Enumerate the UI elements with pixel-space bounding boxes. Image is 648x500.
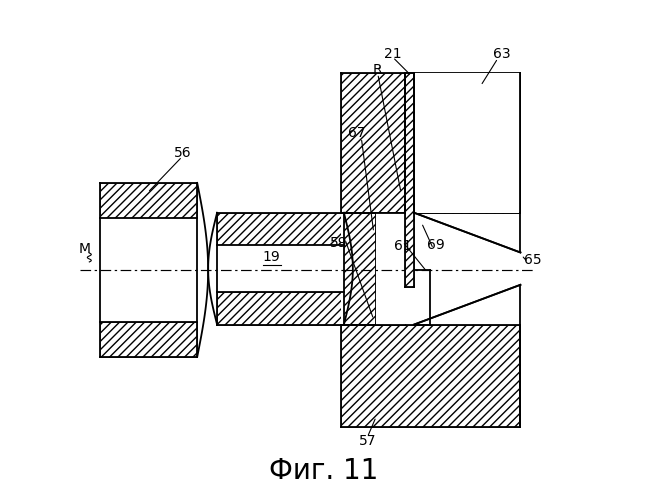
- Text: 56: 56: [174, 146, 191, 160]
- Polygon shape: [341, 74, 520, 212]
- Polygon shape: [341, 324, 520, 426]
- Text: 59: 59: [330, 236, 348, 250]
- Polygon shape: [100, 218, 197, 322]
- Polygon shape: [100, 322, 197, 357]
- Text: Фиг. 11: Фиг. 11: [270, 458, 378, 485]
- Text: 19: 19: [263, 250, 281, 264]
- Polygon shape: [405, 74, 414, 212]
- Polygon shape: [217, 212, 344, 245]
- Text: 67: 67: [347, 126, 365, 140]
- Text: 69: 69: [426, 238, 445, 252]
- Polygon shape: [376, 212, 405, 324]
- Polygon shape: [100, 183, 197, 218]
- Text: 63: 63: [493, 46, 511, 60]
- Polygon shape: [341, 212, 376, 324]
- Text: 57: 57: [358, 434, 376, 448]
- Text: 65: 65: [524, 253, 542, 267]
- Polygon shape: [217, 292, 344, 324]
- Polygon shape: [405, 74, 414, 288]
- Text: 61: 61: [394, 239, 411, 253]
- Polygon shape: [414, 74, 520, 212]
- Polygon shape: [414, 212, 520, 324]
- Polygon shape: [341, 212, 344, 324]
- Text: 21: 21: [384, 46, 401, 60]
- Text: M: M: [78, 242, 90, 256]
- Text: R: R: [373, 63, 382, 77]
- Polygon shape: [217, 245, 344, 292]
